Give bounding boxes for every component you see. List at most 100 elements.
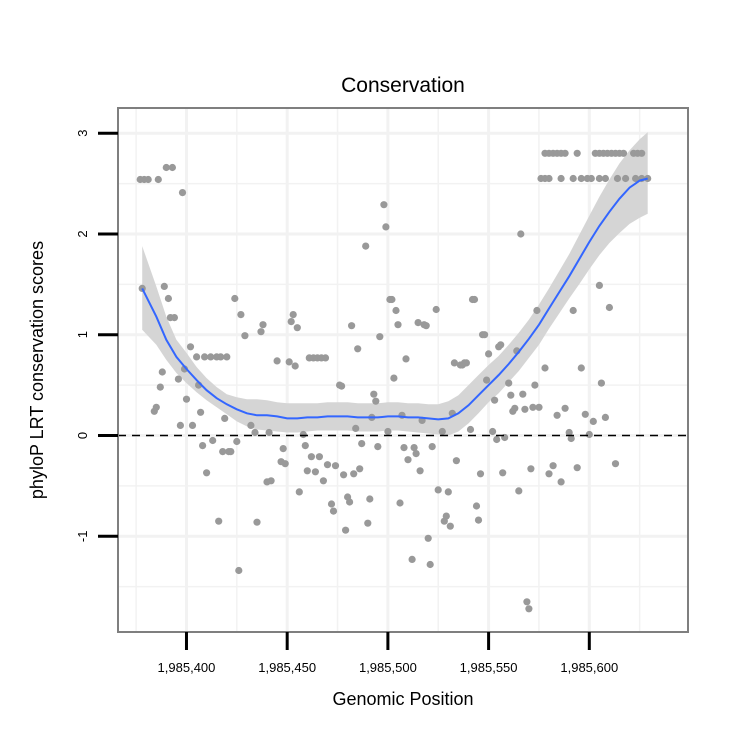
x-axis: 1,985,400 1,985,450 1,985,500 1,985,550 1,98… xyxy=(158,632,618,675)
panel-fill xyxy=(118,108,688,632)
data-point xyxy=(199,442,207,450)
data-point xyxy=(152,403,160,411)
data-point xyxy=(412,450,420,458)
data-point xyxy=(154,175,162,184)
data-point xyxy=(408,555,416,564)
data-point xyxy=(541,364,549,372)
data-point xyxy=(388,295,396,304)
data-point xyxy=(233,437,241,446)
data-point xyxy=(410,444,418,452)
data-point xyxy=(267,477,275,485)
data-point xyxy=(366,495,374,503)
data-point xyxy=(186,343,195,351)
data-point xyxy=(601,413,610,421)
data-point xyxy=(231,294,239,303)
confidence-ribbon xyxy=(142,132,648,436)
data-point xyxy=(257,328,265,336)
data-point xyxy=(338,382,346,390)
x-tick-label: 1,985,400 xyxy=(158,660,216,675)
x-tick-label: 1,985,500 xyxy=(359,660,417,675)
data-point xyxy=(597,379,606,387)
data-point xyxy=(390,374,398,382)
data-point xyxy=(438,427,446,436)
data-point xyxy=(505,379,513,387)
data-point xyxy=(470,295,479,304)
smooth-line xyxy=(141,177,648,421)
data-point xyxy=(340,471,348,479)
data-point xyxy=(601,174,610,183)
data-point xyxy=(493,435,501,444)
data-point xyxy=(251,428,259,437)
data-point xyxy=(489,427,497,436)
data-point xyxy=(476,470,485,478)
data-point xyxy=(450,359,458,367)
data-point xyxy=(138,284,146,292)
data-point xyxy=(160,282,168,290)
data-point xyxy=(394,321,402,329)
x-axis-title: Genomic Position xyxy=(332,689,473,709)
data-point xyxy=(374,443,382,451)
data-point xyxy=(372,397,380,405)
data-point xyxy=(557,478,565,486)
data-point xyxy=(170,314,178,322)
y-tick-label: -1 xyxy=(75,531,90,543)
data-point xyxy=(585,430,593,439)
data-point xyxy=(354,345,362,353)
data-point xyxy=(517,230,525,238)
data-point xyxy=(201,353,209,361)
data-point xyxy=(577,174,585,183)
data-point xyxy=(466,425,475,434)
data-point xyxy=(197,408,205,416)
chart-title: Conservation xyxy=(341,74,465,97)
data-point xyxy=(237,311,245,319)
y-tick-label: 1 xyxy=(75,331,90,338)
data-point xyxy=(402,355,410,363)
data-point xyxy=(295,488,303,496)
data-point xyxy=(511,404,519,412)
data-point xyxy=(168,163,176,172)
data-point xyxy=(396,499,404,507)
data-point xyxy=(424,534,432,542)
data-point xyxy=(416,467,424,475)
data-point xyxy=(285,358,293,366)
data-point xyxy=(164,294,172,303)
data-point xyxy=(567,434,575,443)
data-point xyxy=(595,174,604,183)
data-point xyxy=(348,322,356,330)
data-point xyxy=(529,403,537,411)
data-point xyxy=(589,417,597,425)
data-point xyxy=(259,321,267,329)
data-point xyxy=(217,353,225,361)
data-point xyxy=(279,445,287,453)
data-point xyxy=(499,469,507,477)
data-point xyxy=(581,410,589,418)
data-point xyxy=(265,428,273,437)
data-point xyxy=(293,324,301,332)
data-point xyxy=(350,470,358,478)
data-point xyxy=(587,174,595,183)
data-point xyxy=(481,331,489,339)
data-point xyxy=(223,353,231,361)
data-point xyxy=(301,442,309,450)
panel-border xyxy=(117,107,689,633)
data-point xyxy=(632,174,640,183)
data-point xyxy=(315,453,323,461)
data-point xyxy=(209,436,217,445)
data-point xyxy=(247,421,255,429)
data-point xyxy=(644,174,652,183)
data-point xyxy=(483,376,491,384)
data-point xyxy=(342,526,350,534)
data-point xyxy=(241,332,249,340)
data-point xyxy=(215,517,223,525)
data-point xyxy=(414,319,422,327)
data-point xyxy=(193,353,201,361)
data-point xyxy=(207,353,215,361)
data-point xyxy=(557,174,565,183)
data-point xyxy=(358,440,366,448)
confidence-ribbon-group xyxy=(142,132,648,436)
data-point xyxy=(485,350,493,358)
data-point xyxy=(400,444,408,452)
data-point xyxy=(545,470,553,478)
data-point xyxy=(311,468,319,476)
data-point xyxy=(370,390,378,398)
